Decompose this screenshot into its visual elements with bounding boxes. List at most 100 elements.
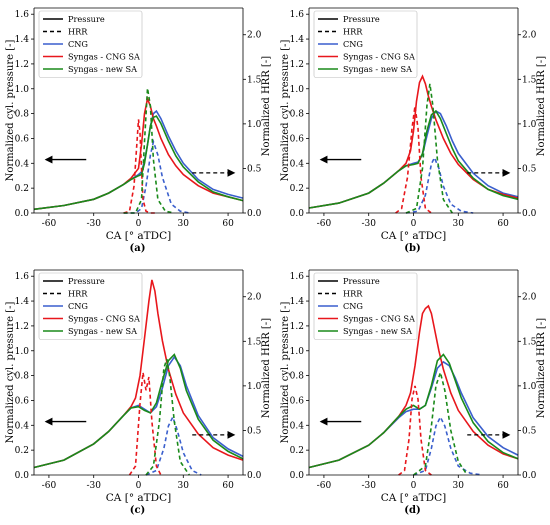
chart-panel-c: -60 -30 0 30 60 0.0 0.2 0.4 0.6 0.8 1.0 1.2 1.4 1.6 0.… — [0, 262, 275, 524]
y-tick-label-left: 0.0 — [290, 209, 305, 219]
y-tick-label-right: 1.5 — [522, 75, 537, 85]
chart-panel-a: -60 -30 0 30 60 0.0 0.2 0.4 0.6 0.8 1.0 1.2 1.4 1.6 0.… — [0, 0, 275, 262]
x-tick-label: 0 — [136, 481, 142, 491]
y-tick-label-right: 1.0 — [522, 382, 537, 392]
legend-box — [38, 272, 143, 340]
y-tick-label-right: 1.0 — [522, 120, 537, 130]
y-tick-label-right: 1.0 — [247, 382, 262, 392]
y-axis-label-right: Normalized HRR [-] — [536, 318, 547, 418]
y-tick-label-left: 1.2 — [290, 322, 304, 332]
legend-label: Syngas - new SA — [343, 326, 412, 336]
x-tick-label: -30 — [86, 219, 101, 229]
legend: Pressure HRR CNG Syngas - CNG SA Syngas - ne… — [313, 272, 418, 340]
legend-label: CNG — [343, 39, 363, 49]
y-tick-label-left: 0.2 — [290, 446, 304, 456]
series-hrr-syngas-cng-sa — [128, 372, 162, 476]
caption-d: (d) — [404, 505, 421, 516]
y-tick-label-left: 0.8 — [15, 372, 30, 382]
x-tick-label: 30 — [178, 481, 190, 491]
series-hrr-syngas-cng-sa — [395, 105, 432, 214]
series-hrr-syngas-cng-sa — [123, 119, 157, 214]
legend: Pressure HRR CNG Syngas - CNG SA Syngas - ne… — [38, 10, 143, 78]
legend-label: CNG — [343, 301, 363, 311]
chart-svg: -60 -30 0 30 60 0.0 0.2 0.4 0.6 0.8 1.0 1.2 1.4 1.6 0.… — [5, 269, 272, 504]
y-axis-label-right: Normalized HRR [-] — [536, 56, 547, 156]
y-tick-label-right: 0.5 — [522, 426, 537, 436]
x-tick-label: -60 — [317, 481, 332, 491]
y-tick-label-left: 0.2 — [15, 446, 29, 456]
y-tick-label-left: 1.6 — [15, 10, 30, 20]
y-tick-label-left: 1.0 — [290, 85, 305, 95]
legend-label: Syngas - new SA — [68, 64, 137, 74]
y-tick-label-left: 1.6 — [290, 10, 305, 20]
x-tick-label: 0 — [411, 219, 417, 229]
y-tick-label-right: 0.5 — [522, 164, 537, 174]
legend-label: Syngas - CNG SA — [68, 314, 140, 324]
y-tick-label-left: 1.6 — [15, 272, 30, 282]
x-axis-label: CA [° aTDC] — [106, 492, 171, 504]
chart-svg: -60 -30 0 30 60 0.0 0.2 0.4 0.6 0.8 1.0 1.2 1.4 1.6 0.… — [5, 7, 272, 242]
legend-label: HRR — [68, 289, 88, 299]
y-tick-label-left: 0.8 — [15, 110, 30, 120]
y-tick-label-left: 0.8 — [290, 372, 305, 382]
x-tick-label: 60 — [222, 219, 234, 229]
y-tick-label-right: 2.0 — [522, 31, 537, 41]
y-tick-label-left: 1.4 — [290, 35, 305, 45]
chart-svg: -60 -30 0 30 60 0.0 0.2 0.4 0.6 0.8 1.0 1.2 1.4 1.6 0.… — [280, 7, 547, 242]
legend-box — [313, 10, 418, 78]
y-tick-label-left: 1.0 — [15, 347, 30, 357]
y-tick-label-right: 0.0 — [247, 209, 262, 219]
y-tick-label-right: 0.5 — [247, 426, 262, 436]
legend-box — [38, 10, 143, 78]
caption-a: (a) — [129, 243, 146, 254]
legend: Pressure HRR CNG Syngas - CNG SA Syngas - ne… — [38, 272, 143, 340]
y-tick-label-right: 0.5 — [247, 164, 262, 174]
series-hrr-syngas-new-sa — [145, 358, 190, 476]
y-tick-label-left: 0.6 — [15, 396, 30, 406]
y-tick-label-left: 1.6 — [290, 272, 305, 282]
y-tick-label-left: 0.8 — [290, 110, 305, 120]
y-axis-label-left: Normalized cyl. pressure [-] — [5, 301, 16, 443]
y-tick-label-right: 0.0 — [522, 471, 537, 481]
series-pressure-syngas-new-sa — [33, 115, 244, 211]
series-pressure-syngas-new-sa — [308, 109, 519, 209]
series-pressure-syngas-new-sa — [308, 353, 519, 469]
y-tick-label-left: 1.2 — [15, 322, 29, 332]
y-tick-label-left: 1.2 — [290, 60, 304, 70]
x-tick-label: -60 — [42, 219, 57, 229]
series-pressure-syngas-new-sa — [33, 353, 244, 469]
series-hrr-syngas-new-sa — [413, 369, 468, 476]
x-tick-label: -60 — [317, 219, 332, 229]
y-axis-label-left: Normalized cyl. pressure [-] — [280, 39, 291, 181]
legend-label: Pressure — [343, 276, 380, 286]
x-tick-label: -30 — [361, 219, 376, 229]
y-tick-label-right: 2.0 — [247, 31, 262, 41]
legend-label: Syngas - new SA — [343, 64, 412, 74]
chart-panel-b: -60 -30 0 30 60 0.0 0.2 0.4 0.6 0.8 1.0 1.2 1.4 1.6 0.… — [275, 0, 550, 262]
legend-label: Syngas - CNG SA — [68, 52, 140, 62]
series-hrr-syngas-cng-sa — [398, 385, 432, 476]
y-tick-label-left: 0.6 — [290, 396, 305, 406]
x-tick-label: -60 — [42, 481, 57, 491]
y-tick-label-left: 0.6 — [290, 134, 305, 144]
y-tick-label-left: 1.4 — [290, 297, 305, 307]
series-pressure-syngas-cng-sa — [33, 95, 244, 211]
series-hrr-cng — [413, 415, 483, 476]
legend-label: HRR — [343, 27, 363, 37]
chart-svg: -60 -30 0 30 60 0.0 0.2 0.4 0.6 0.8 1.0 1.2 1.4 1.6 0.… — [280, 269, 547, 504]
legend: Pressure HRR CNG Syngas - CNG SA Syngas - ne… — [313, 10, 418, 78]
chart-panel-d: -60 -30 0 30 60 0.0 0.2 0.4 0.6 0.8 1.0 1.2 1.4 1.6 0.… — [275, 262, 550, 524]
y-tick-label-right: 2.0 — [522, 293, 537, 303]
caption-b: (b) — [404, 243, 421, 254]
y-tick-label-right: 2.0 — [247, 293, 262, 303]
x-axis-label: CA [° aTDC] — [381, 230, 446, 242]
x-axis-label: CA [° aTDC] — [381, 492, 446, 504]
y-tick-label-right: 1.5 — [522, 337, 537, 347]
y-tick-label-left: 1.4 — [15, 297, 30, 307]
x-tick-label: 30 — [453, 219, 465, 229]
legend-label: Syngas - CNG SA — [343, 52, 415, 62]
legend-label: Pressure — [68, 276, 105, 286]
series-hrr-cng — [123, 138, 190, 214]
y-tick-label-left: 0.4 — [15, 421, 30, 431]
legend-box — [313, 272, 418, 340]
